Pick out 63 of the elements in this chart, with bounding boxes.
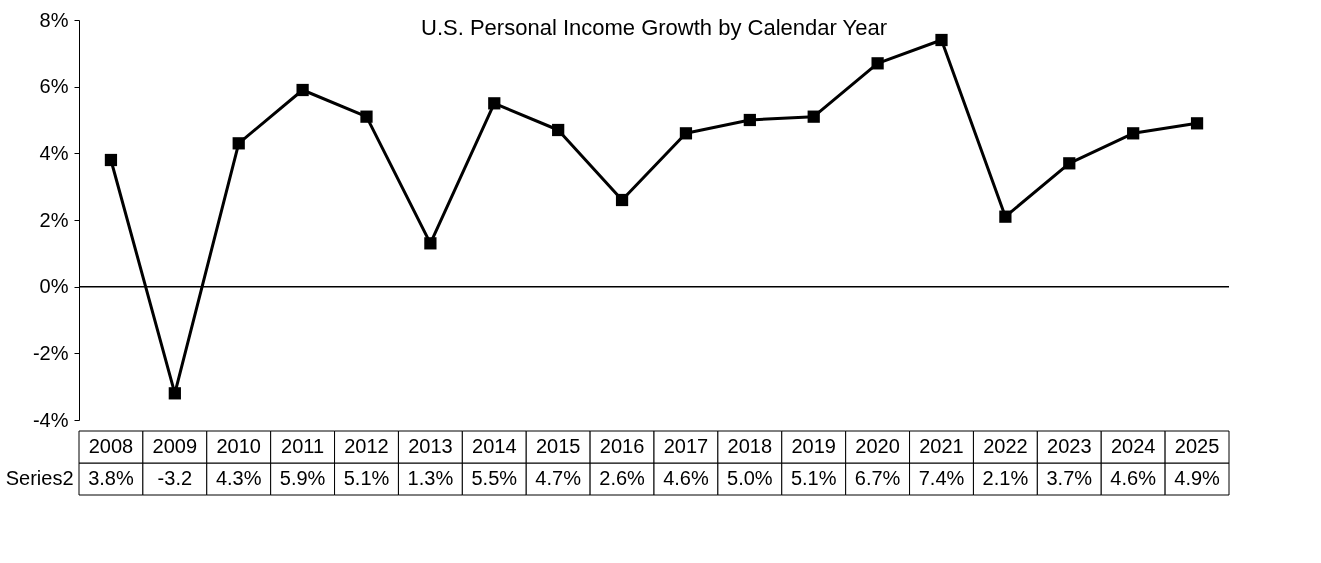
point <box>104 153 118 167</box>
data-label: 4.7% <box>535 467 582 489</box>
point <box>871 57 884 70</box>
x-tick-label: 2025 <box>1174 435 1220 457</box>
point <box>488 97 501 110</box>
x-tick-label: 2009 <box>152 435 198 457</box>
point <box>1190 117 1204 130</box>
data-label: 2.1% <box>982 467 1029 489</box>
point <box>360 110 373 123</box>
point <box>296 83 309 97</box>
data-label: 6.7% <box>854 467 901 489</box>
point <box>1127 127 1140 140</box>
point <box>999 210 1012 223</box>
point <box>615 193 629 207</box>
y-tick-label: -2% <box>32 341 69 364</box>
y-tick-label: 6% <box>39 75 69 98</box>
x-tick-label: 2018 <box>727 435 773 457</box>
data-label: 7.4% <box>918 467 965 489</box>
x-tick-label: 2011 <box>281 435 325 457</box>
data-label: 2.6% <box>599 467 646 489</box>
y-tick-label: -4% <box>32 408 69 431</box>
x-tick-label: 2010 <box>216 435 261 457</box>
data-label: 5.9% <box>279 467 326 489</box>
data-label: 1.3% <box>407 467 454 489</box>
data-label: 3.8% <box>88 467 134 489</box>
y-tick-label: 0% <box>39 275 69 298</box>
data-label: 3.7% <box>1046 467 1093 489</box>
point <box>935 33 948 47</box>
y-tick-label: 8% <box>39 8 69 31</box>
data-label: 4.6% <box>1110 467 1157 489</box>
data-label: 4.3% <box>215 467 262 489</box>
point <box>807 110 820 123</box>
y-tick-label: 4% <box>39 141 69 164</box>
chart-title: U.S. Personal Income Growth by Calendar Year <box>421 15 887 40</box>
x-tick-label: 2012 <box>344 435 389 457</box>
data-label: 5.1% <box>343 467 390 489</box>
x-tick-label: 2016 <box>599 435 645 457</box>
x-tick-label: 2008 <box>88 435 134 457</box>
x-tick-label: 2023 <box>1047 435 1092 457</box>
data-label: 5.0% <box>727 467 773 489</box>
x-tick-label: 2013 <box>408 435 453 457</box>
point <box>168 387 181 400</box>
point <box>1063 157 1076 170</box>
x-tick-label: 2019 <box>791 435 836 457</box>
x-tick-label: 2015 <box>535 435 581 457</box>
data-label: 4.6% <box>663 467 709 489</box>
data-label: -3.2 <box>157 467 193 489</box>
x-tick-label: 2021 <box>919 435 964 457</box>
point <box>552 123 565 137</box>
point <box>424 237 437 250</box>
point <box>679 127 693 140</box>
x-tick-label: 2022 <box>983 435 1028 457</box>
legend-label: Series2 <box>5 467 74 489</box>
x-tick-label: 2014 <box>472 435 517 457</box>
data-label: 5.5% <box>471 467 518 489</box>
data-label: 4.9% <box>1174 467 1221 489</box>
x-tick-label: 2017 <box>663 435 709 457</box>
point <box>743 113 756 127</box>
x-tick-label: 2020 <box>855 435 900 457</box>
y-tick-label: 2% <box>39 208 69 231</box>
data-label: 5.1% <box>790 467 837 489</box>
point <box>232 137 245 150</box>
x-tick-label: 2024 <box>1110 435 1156 457</box>
